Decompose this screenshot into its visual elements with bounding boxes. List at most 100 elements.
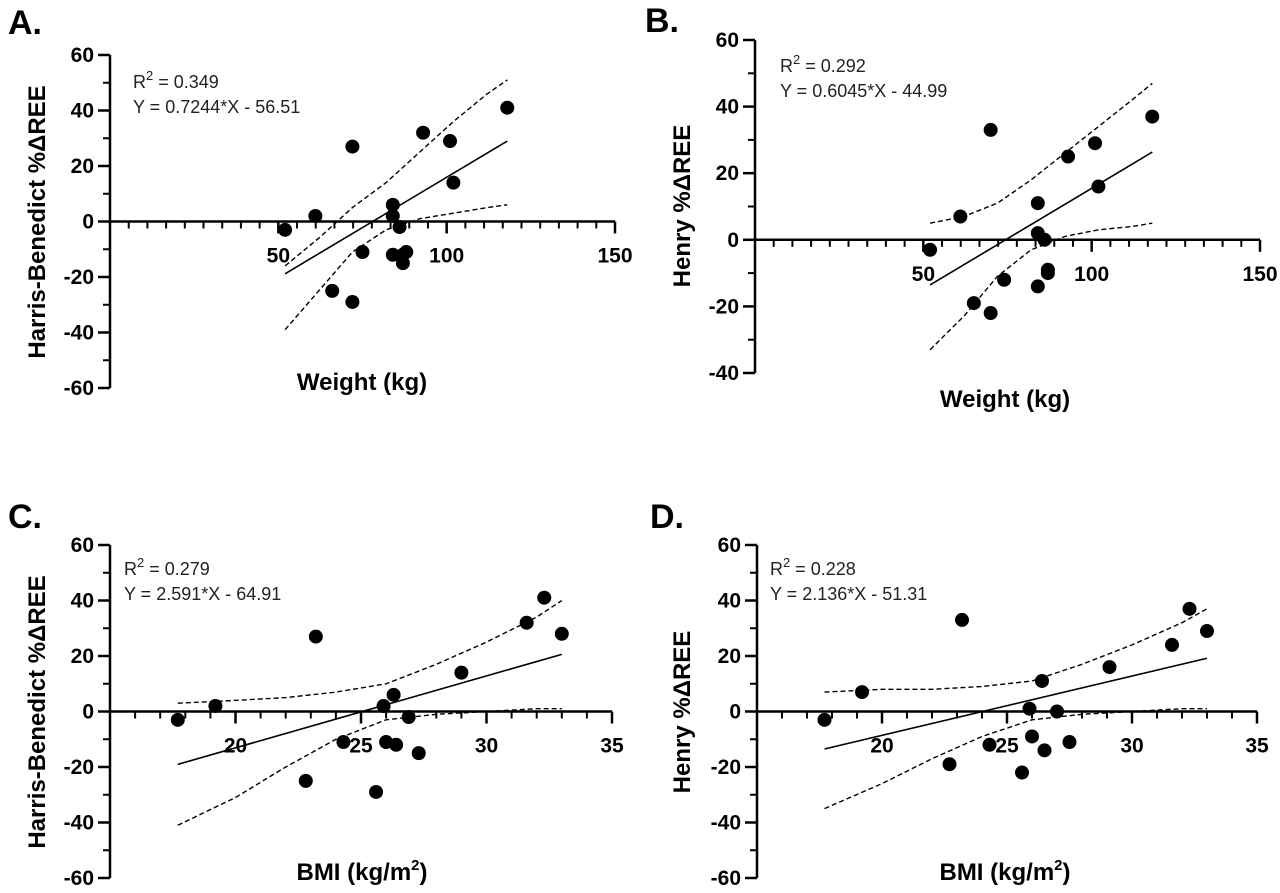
panel-letter: C. (8, 498, 42, 536)
x-tick-label: 35 (1245, 735, 1269, 758)
data-point (355, 245, 370, 260)
data-point (1037, 232, 1052, 247)
data-point (308, 629, 323, 644)
y-tick-label: 0 (82, 211, 94, 234)
x-tick-label: 35 (600, 735, 624, 758)
y-tick-label: -60 (64, 377, 94, 400)
r-squared-sup: 2 (146, 68, 153, 83)
data-point (385, 247, 400, 262)
data-point (1200, 624, 1214, 639)
y-tick-label: 40 (71, 590, 94, 613)
y-tick-label: -20 (711, 756, 741, 779)
data-point (369, 784, 384, 799)
ci-band-upper (284, 79, 508, 267)
panel-b: B. -40 -20 0 20 40 60 50 100 150 R2 = 0.292 Y = 0.6… (645, 2, 1278, 413)
data-point (1040, 266, 1055, 281)
data-point (411, 746, 426, 761)
data-point (446, 175, 461, 190)
y-tick-label: 20 (71, 645, 94, 668)
data-point (392, 220, 407, 235)
r-squared-prefix: R (780, 56, 793, 76)
y-tick-label: -20 (64, 266, 94, 289)
y-tick-label: 20 (716, 162, 739, 185)
x-tick-label: 150 (597, 245, 632, 268)
x-tick-label: 100 (429, 245, 464, 268)
y-tick-label: -60 (711, 867, 741, 890)
x-axis-title-sup: 2 (1054, 857, 1062, 874)
data-point (982, 737, 997, 752)
data-point (395, 256, 410, 271)
r-squared-text: R2 = 0.228 (770, 555, 856, 579)
x-axis-title-main: Weight (kg) (297, 369, 427, 396)
panel-a: A. -60 -40 -20 0 20 40 60 50 100 150 R2 = 0.349 Y = … (8, 4, 633, 400)
r-squared-sup: 2 (783, 555, 790, 570)
y-tick-label: -60 (64, 867, 94, 890)
y-tick-label: 20 (718, 645, 741, 668)
data-point (983, 306, 998, 321)
x-axis-title-suffix: ) (420, 859, 428, 886)
y-tick-label: -20 (709, 295, 739, 318)
data-point (1035, 673, 1049, 688)
data-point (983, 122, 998, 137)
data-point (208, 698, 223, 713)
y-tick-label: 0 (82, 701, 94, 724)
data-point (1022, 701, 1037, 716)
data-point (336, 735, 351, 750)
x-tick-label: 50 (912, 263, 935, 286)
x-tick-label: 50 (267, 245, 290, 268)
r-squared-value: = 0.292 (800, 56, 866, 76)
data-point (1025, 729, 1039, 744)
data-point (1050, 704, 1064, 719)
x-axis-title: Weight (kg) (940, 386, 1070, 413)
equation-text: Y = 2.136*X - 51.31 (770, 584, 927, 604)
data-point (385, 208, 400, 223)
data-point (1061, 149, 1076, 164)
ci-band-upper (929, 82, 1153, 224)
data-point (1145, 109, 1160, 124)
x-tick-label: 25 (349, 735, 373, 758)
y-tick-label: -40 (64, 322, 94, 345)
panel-letter: A. (8, 4, 42, 42)
x-axis-title-suffix: ) (1063, 859, 1071, 886)
data-point (500, 100, 515, 115)
r-squared-text: R2 = 0.279 (124, 555, 210, 579)
y-tick-label: 60 (71, 44, 94, 67)
r-squared-sup: 2 (137, 555, 144, 570)
y-axis-title: Harris-Benedict %ΔREE (24, 575, 51, 848)
data-point (170, 712, 185, 727)
data-point (554, 626, 569, 641)
data-point (401, 710, 416, 725)
data-point (308, 208, 323, 223)
y-tick-label: -40 (711, 812, 741, 835)
data-point (399, 245, 414, 260)
data-point (345, 139, 360, 154)
r-squared-prefix: R (770, 559, 783, 579)
r-squared-text: R2 = 0.349 (133, 68, 219, 92)
data-point (1102, 660, 1117, 675)
ci-band-lower (824, 708, 1207, 810)
y-tick-label: -40 (64, 812, 94, 835)
x-axis-title: BMI (kg/m2) (939, 857, 1070, 886)
regression-line (177, 653, 563, 766)
data-point (953, 209, 968, 224)
data-point (278, 222, 293, 237)
r-squared-text: R2 = 0.292 (780, 52, 866, 76)
x-tick-label: 20 (224, 735, 247, 758)
equation-text: Y = 2.591*X - 64.91 (124, 584, 281, 604)
y-tick-label: 0 (729, 701, 741, 724)
x-axis-title-sup: 2 (411, 857, 419, 874)
x-tick-label: 30 (475, 735, 498, 758)
x-tick-label: 150 (1242, 263, 1277, 286)
r-squared-value: = 0.349 (153, 72, 219, 92)
y-tick-label: 40 (71, 100, 94, 123)
y-tick-label: 20 (71, 155, 94, 178)
data-point (997, 272, 1012, 287)
x-tick-label: 20 (870, 735, 893, 758)
x-tick-label: 30 (1120, 735, 1143, 758)
ci-band-lower (177, 708, 562, 826)
y-tick-label: 60 (71, 534, 94, 557)
data-point (1030, 196, 1045, 211)
x-axis-title-main: BMI (kg/m (939, 859, 1054, 886)
